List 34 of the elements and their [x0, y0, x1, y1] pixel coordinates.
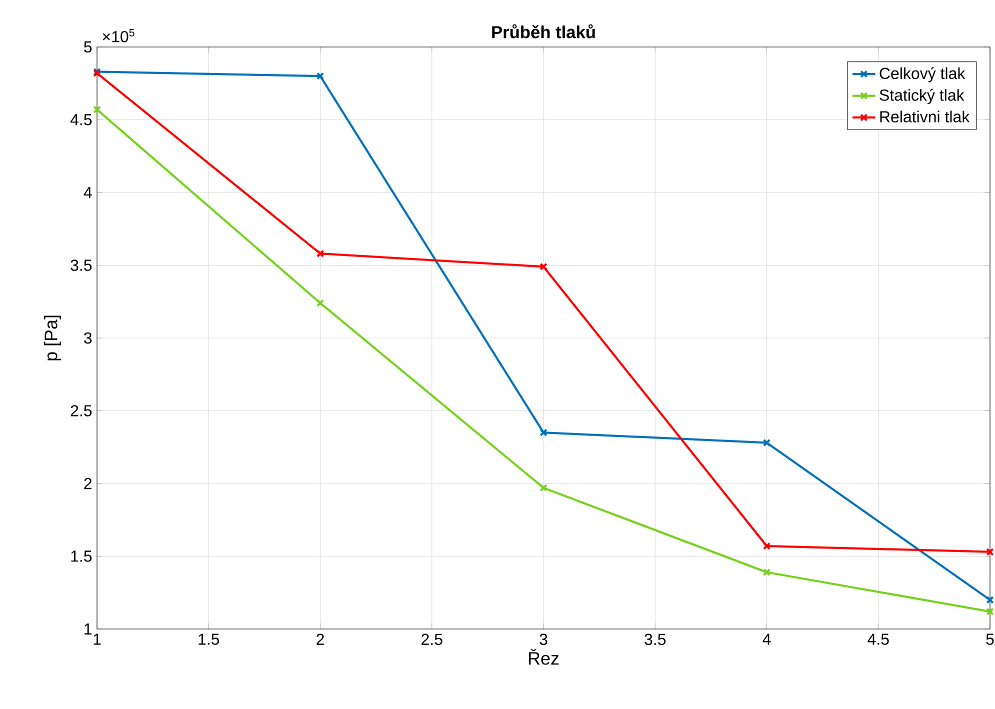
y-tick-label: 4	[84, 186, 92, 198]
point	[540, 262, 548, 271]
x-tick-label: 2	[316, 634, 324, 645]
point	[540, 484, 548, 492]
x-tick-label: 4.5	[868, 634, 889, 645]
chart-title: Průběh tlaků	[492, 24, 595, 38]
x-tick-label: 1.5	[198, 634, 220, 645]
y-tick-label: 1.5	[71, 550, 92, 562]
legend-label: Statický tlak	[880, 88, 964, 104]
y-axis-title: p [Pa]	[44, 316, 61, 360]
x-tick-label: 5	[986, 634, 994, 645]
point	[540, 428, 548, 436]
legend-label: Relativni tlak	[880, 110, 970, 122]
y-tick-label: 3.5	[70, 260, 92, 271]
y-tick-label: 1	[84, 623, 92, 634]
y-tick-label: 2	[84, 478, 92, 490]
point	[762, 438, 771, 447]
x-tick-label: 4	[762, 634, 771, 645]
point	[316, 250, 324, 258]
y-tick-label: 2.5	[70, 405, 92, 416]
text: ×10$^{5}$	[102, 28, 134, 42]
y-tick-label: 4.5	[70, 114, 92, 126]
x-tick-label: 3.5	[644, 634, 666, 646]
point	[316, 299, 324, 307]
point	[762, 542, 771, 550]
x-tick-label: 2.5	[422, 634, 442, 646]
y-tick-label: 3	[84, 332, 92, 344]
legend-label: Celkový tlak	[880, 67, 966, 82]
y-tick-label: 5	[84, 41, 92, 53]
point	[316, 72, 324, 80]
x-tick-label: 1	[94, 634, 101, 645]
x-axis-title: Řez	[528, 648, 559, 665]
point	[762, 568, 771, 576]
x-tick-label: 3	[540, 634, 548, 646]
